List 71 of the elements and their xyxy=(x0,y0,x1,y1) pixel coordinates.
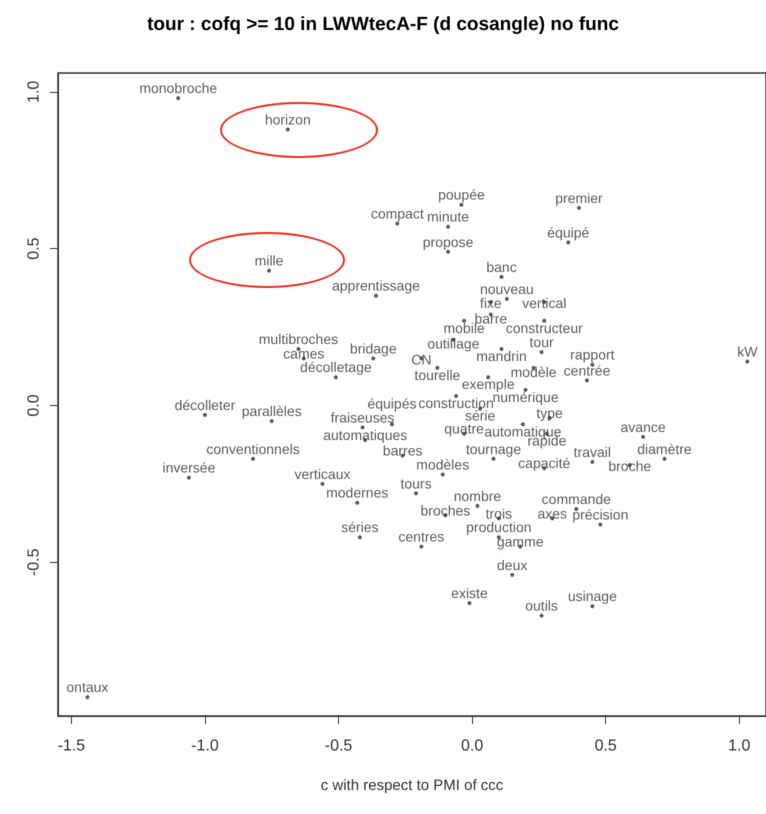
data-label: diamètre xyxy=(637,440,692,457)
data-label: tour xyxy=(530,334,554,350)
data-label: travail xyxy=(574,444,612,460)
data-label: usinage xyxy=(568,588,618,604)
data-label: séries xyxy=(341,519,379,536)
data-label: deux xyxy=(497,556,528,573)
x-tick-label: 1.0 xyxy=(728,738,750,754)
data-label: nouveau xyxy=(480,280,534,297)
data-label: type xyxy=(536,405,564,422)
data-label: avance xyxy=(620,418,666,435)
data-label: constructeur xyxy=(506,320,584,336)
x-tick-label: 0.0 xyxy=(460,738,484,754)
data-label: conventionnels xyxy=(206,440,300,457)
data-label: modèles xyxy=(416,456,470,472)
x-tick-label: 0.5 xyxy=(594,738,617,754)
chart-title: tour : cofq >= 10 in LWWtecA-F (d cosangle) no func xyxy=(147,14,620,35)
y-tick-label: -0.5 xyxy=(26,548,42,576)
data-label: centrée xyxy=(564,362,611,378)
data-label: fixe xyxy=(480,294,502,311)
data-label: kW xyxy=(737,344,758,360)
data-label: automatiques xyxy=(323,426,408,443)
data-label: tourelle xyxy=(414,366,461,383)
data-label: modernes xyxy=(326,484,388,501)
data-label: parallèles xyxy=(242,403,302,420)
data-label: propose xyxy=(422,234,474,250)
y-tick-label: 1.0 xyxy=(26,80,42,103)
data-label: verticaux xyxy=(294,466,351,482)
data-label: rapport xyxy=(570,346,615,363)
data-label: barres xyxy=(382,442,422,459)
data-label: équipé xyxy=(547,224,590,240)
data-label: outils xyxy=(525,598,558,614)
data-label: mille xyxy=(254,252,284,269)
data-label: décolleter xyxy=(174,396,236,413)
data-label: bridage xyxy=(350,340,397,356)
x-tick-label: -1.0 xyxy=(191,738,219,754)
data-label: précision xyxy=(572,506,628,523)
data-label: existe xyxy=(451,585,488,602)
data-label: inversée xyxy=(162,460,216,476)
data-label: trois xyxy=(486,505,512,522)
data-label: capacité xyxy=(518,455,571,472)
data-label: poupée xyxy=(438,186,485,203)
data-label: compact xyxy=(370,206,424,222)
data-label: cames xyxy=(283,345,324,362)
data-label: horizon xyxy=(264,111,311,128)
data-label: nombre xyxy=(454,488,502,504)
x-axis-title: c with respect to PMI of ccc xyxy=(320,777,504,794)
data-label: monobroche xyxy=(139,80,218,96)
data-label: production xyxy=(466,519,532,536)
data-label: commande xyxy=(542,490,612,507)
y-tick-label: 0.0 xyxy=(26,394,42,417)
data-label: tournage xyxy=(466,440,522,457)
data-label: axes xyxy=(537,505,568,522)
data-label: banc xyxy=(486,258,517,275)
data-label: ontaux xyxy=(66,679,108,696)
data-label: tours xyxy=(400,475,432,492)
data-label: équipés xyxy=(367,395,416,412)
data-label: minute xyxy=(427,208,470,225)
data-label: centres xyxy=(398,528,444,545)
data-label: décolletage xyxy=(300,359,372,376)
data-label: vertical xyxy=(522,294,566,311)
x-tick-label: -0.5 xyxy=(324,738,352,754)
data-label: CN xyxy=(411,351,432,368)
data-label: broches xyxy=(420,502,470,518)
data-label: gamme xyxy=(496,534,544,550)
data-label: fraiseuses xyxy=(330,409,394,426)
y-tick-label: 0.5 xyxy=(26,237,42,260)
x-tick-label: -1.5 xyxy=(58,738,86,754)
data-label: multibroches xyxy=(258,331,338,348)
data-label: broche xyxy=(608,458,652,474)
data-label: premier xyxy=(555,190,604,206)
data-label: apprentissage xyxy=(332,278,420,294)
